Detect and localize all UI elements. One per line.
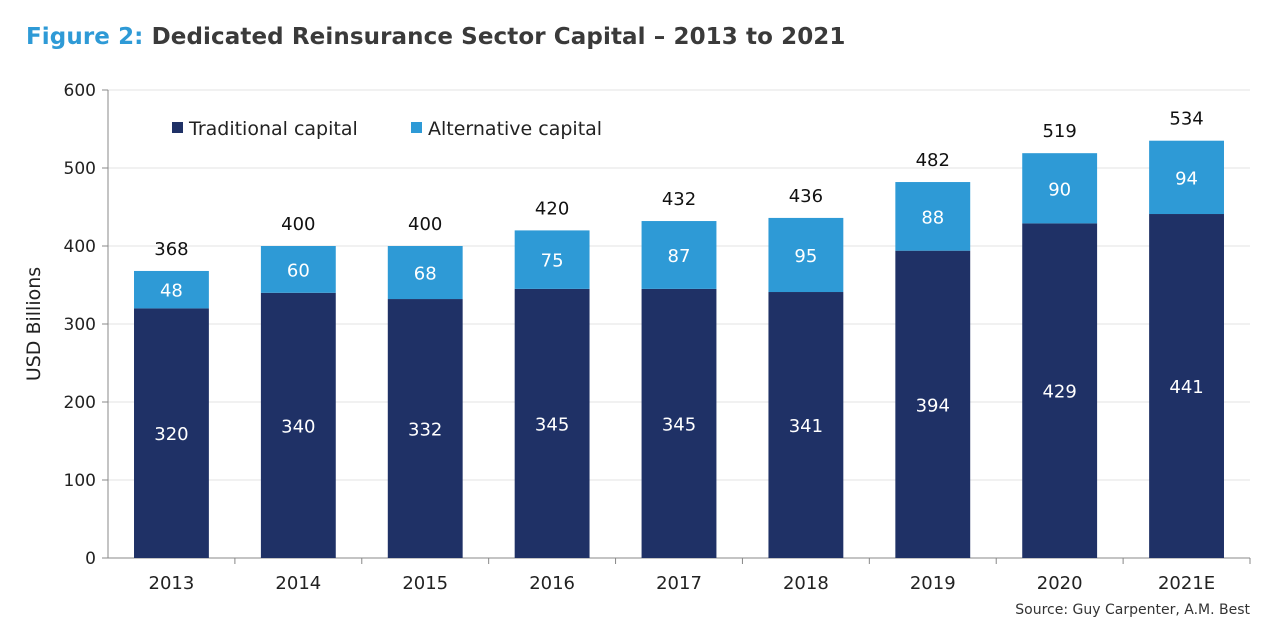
alternative-value-label: 94	[1175, 168, 1198, 189]
bar-alternative	[1149, 140, 1224, 215]
alternative-value-label: 48	[160, 281, 183, 302]
bar-alternative	[1022, 153, 1098, 224]
bar-traditional	[514, 288, 590, 558]
alternative-value-label: 68	[414, 264, 437, 285]
traditional-value-label: 441	[1169, 377, 1203, 398]
bar-alternative	[768, 217, 844, 293]
traditional-value-label: 345	[662, 414, 696, 435]
alternative-value-label: 87	[668, 246, 691, 267]
legend-label: Alternative capital	[428, 118, 602, 140]
x-tick-label: 2014	[275, 573, 321, 594]
total-value-label: 534	[1169, 109, 1203, 130]
figure-label: Figure 2:	[26, 24, 144, 50]
total-value-label: 482	[916, 150, 950, 171]
bar-traditional	[641, 288, 717, 558]
y-tick-label: 600	[64, 81, 96, 101]
bar-traditional	[260, 292, 336, 558]
title-text: Dedicated Reinsurance Sector Capital – 2…	[151, 24, 846, 50]
total-value-label: 400	[408, 214, 442, 235]
traditional-value-label: 394	[916, 395, 950, 416]
total-value-label: 436	[789, 186, 823, 207]
bar-traditional	[895, 250, 971, 558]
y-tick-label: 200	[64, 393, 96, 413]
legend-label: Traditional capital	[188, 118, 358, 140]
y-tick-label: 500	[64, 159, 96, 179]
alternative-value-label: 88	[921, 207, 944, 228]
legend-swatch	[411, 122, 422, 133]
x-tick-label: 2016	[529, 573, 575, 594]
y-tick-label: 0	[85, 549, 96, 569]
source-note: Source: Guy Carpenter, A.M. Best	[1015, 602, 1250, 618]
bar-alternative	[895, 182, 971, 251]
traditional-value-label: 332	[408, 420, 442, 441]
traditional-value-label: 345	[535, 414, 569, 435]
bar-traditional	[768, 292, 844, 558]
legend-swatch	[172, 122, 183, 133]
x-tick-label: 2013	[149, 573, 195, 594]
x-tick-label: 2020	[1037, 573, 1083, 594]
x-tick-label: 2019	[910, 573, 956, 594]
bar-alternative	[134, 270, 209, 309]
y-tick-label: 400	[64, 237, 96, 257]
x-tick-label: 2015	[402, 573, 448, 594]
alternative-value-label: 90	[1048, 179, 1071, 200]
bar-alternative	[260, 246, 336, 293]
total-value-label: 368	[154, 239, 188, 260]
x-tick-label: 2017	[656, 573, 702, 594]
alternative-value-label: 60	[287, 260, 310, 281]
y-axis-label: USD Billions	[23, 267, 45, 381]
x-tick-label: 2021E	[1158, 573, 1215, 594]
bar-traditional	[134, 308, 209, 558]
bar-traditional	[1149, 214, 1224, 558]
total-value-label: 519	[1042, 121, 1076, 142]
alternative-value-label: 95	[794, 246, 817, 267]
alternative-value-label: 75	[541, 251, 564, 272]
total-value-label: 420	[535, 198, 569, 219]
total-value-label: 432	[662, 189, 696, 210]
traditional-value-label: 340	[281, 416, 315, 437]
traditional-value-label: 320	[154, 424, 188, 445]
bar-traditional	[387, 299, 463, 558]
y-tick-label: 100	[64, 471, 96, 491]
bar-alternative	[387, 246, 463, 300]
bar-alternative	[641, 221, 717, 289]
x-tick-label: 2018	[783, 573, 829, 594]
total-value-label: 400	[281, 214, 315, 235]
traditional-value-label: 429	[1042, 382, 1076, 403]
traditional-value-label: 341	[789, 416, 823, 437]
bar-alternative	[514, 230, 590, 289]
bar-traditional	[1022, 223, 1098, 558]
y-tick-label: 300	[64, 315, 96, 335]
chart-title: Figure 2: Dedicated Reinsurance Sector C…	[26, 24, 846, 50]
